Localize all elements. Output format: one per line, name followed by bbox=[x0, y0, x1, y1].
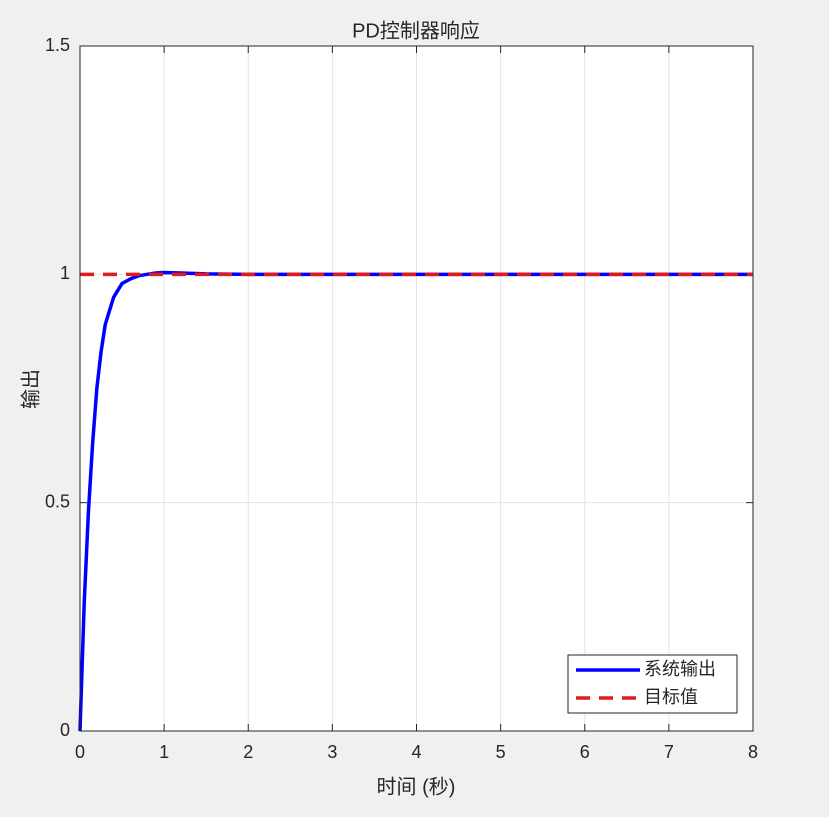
x-tick-label: 3 bbox=[327, 742, 337, 762]
y-tick-label: 1.5 bbox=[45, 35, 70, 55]
axes-box bbox=[79, 45, 754, 732]
x-tick-label: 0 bbox=[75, 742, 85, 762]
y-tick-label: 0 bbox=[60, 720, 70, 740]
x-tick-label: 1 bbox=[159, 742, 169, 762]
series-line bbox=[78, 270, 753, 732]
legend-label: 系统输出 bbox=[644, 659, 716, 679]
x-tick-label: 4 bbox=[411, 742, 421, 762]
x-tick-label: 6 bbox=[580, 742, 590, 762]
x-tick-label: 8 bbox=[748, 742, 758, 762]
x-axis-label: 时间 (秒) bbox=[377, 775, 456, 798]
legend-box bbox=[567, 654, 738, 714]
y-axis-label: 输出 bbox=[19, 369, 42, 409]
legend-label: 目标值 bbox=[644, 687, 698, 707]
chart-title: PD控制器响应 bbox=[352, 19, 480, 42]
x-tick-label: 5 bbox=[496, 742, 506, 762]
x-tick-label: 7 bbox=[664, 742, 674, 762]
x-tick-label: 2 bbox=[243, 742, 253, 762]
y-tick-label: 0.5 bbox=[45, 491, 70, 511]
y-tick-label: 1 bbox=[60, 263, 70, 283]
